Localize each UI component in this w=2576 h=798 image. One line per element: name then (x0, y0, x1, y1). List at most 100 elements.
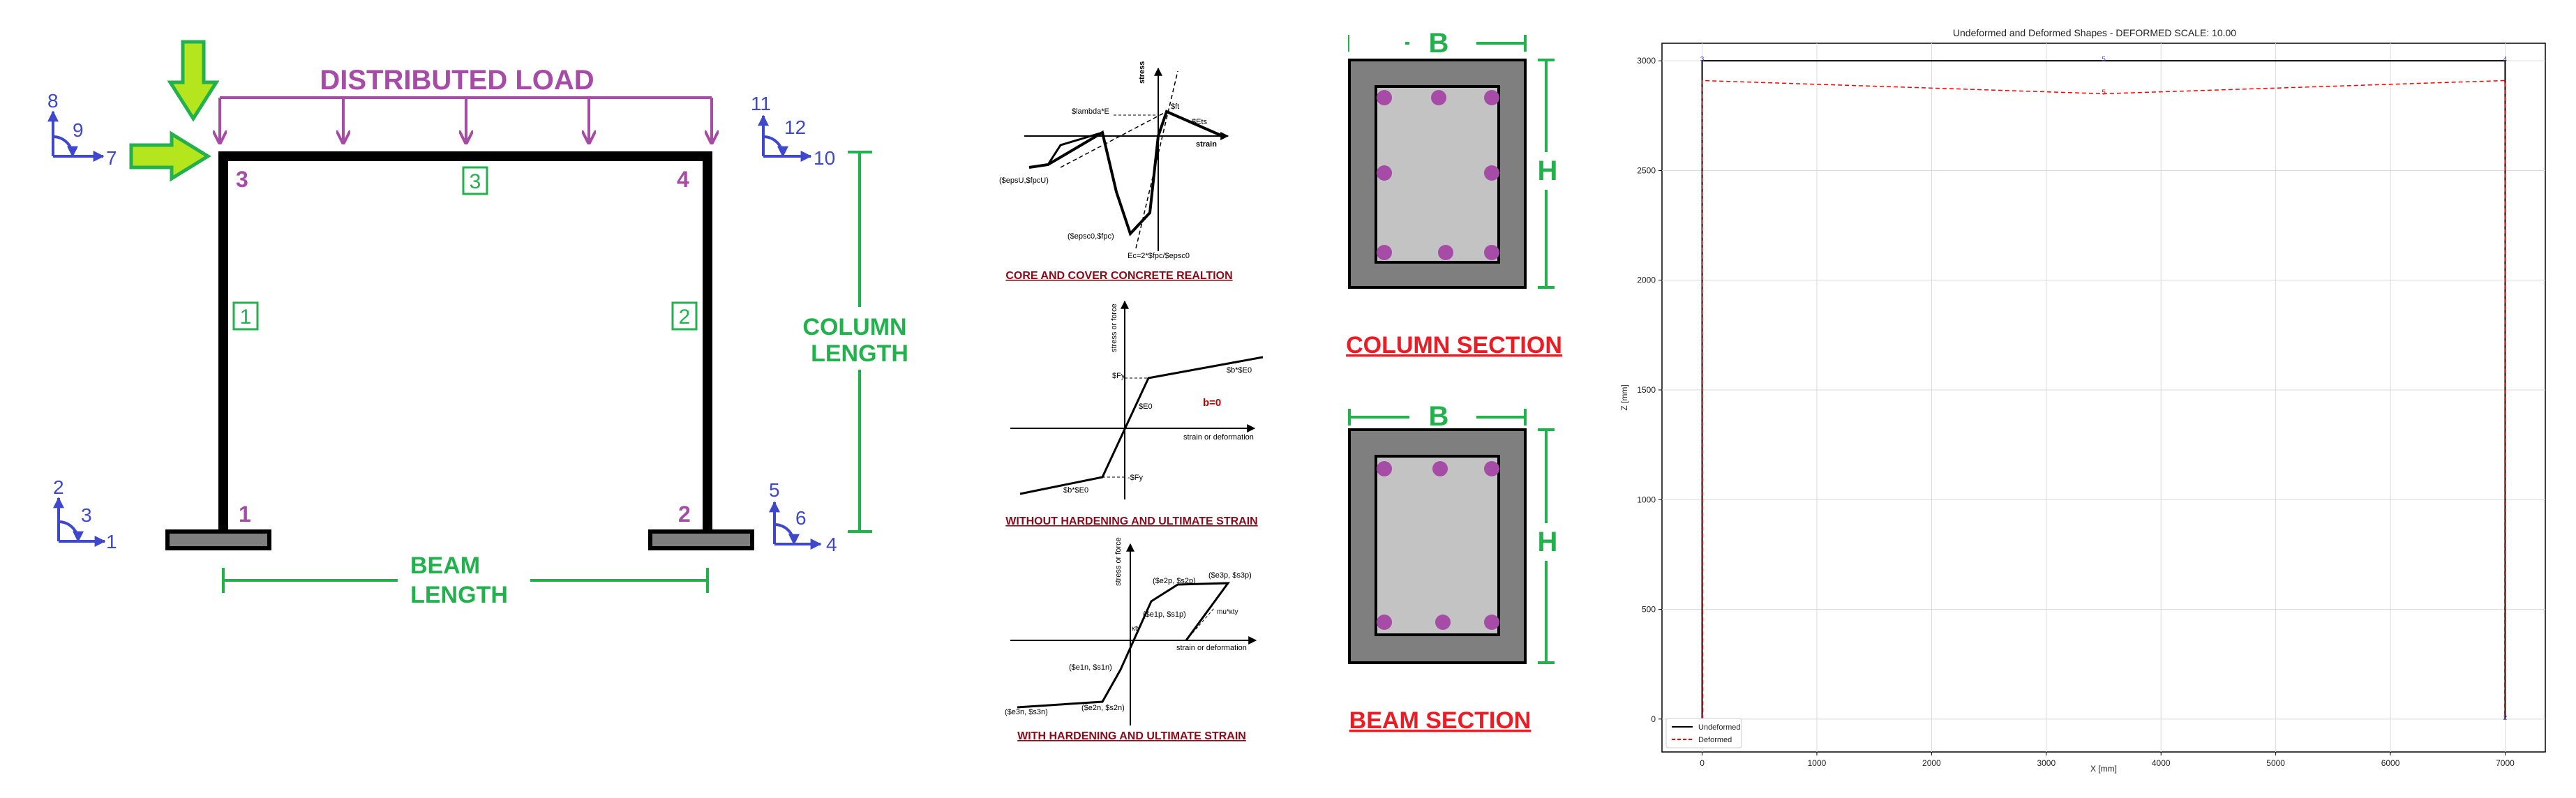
plot-ticks: 0 1000 2000 3000 4000 5000 6000 7000 0 500 1000 150… (1637, 56, 2515, 768)
x-tick-label: 1000 (1808, 758, 1827, 768)
dof-label-11: 11 (751, 93, 771, 114)
concrete-epsc0-label: ($epsc0,$fpc) (1068, 232, 1114, 241)
steel-nh-b-eq: b=0 (1203, 397, 1221, 409)
steel-nh-caption: WITHOUT HARDENING AND ULTIMATE STRAIN (1005, 515, 1257, 527)
steel-h-n3: ($e3n, $s3n) (1005, 708, 1048, 716)
concrete-curve-diagram: stress strain $lambda*E $ft $Ets ($epsU,… (999, 61, 1233, 282)
left-support (165, 529, 271, 550)
x-tick-label: 7000 (2496, 758, 2515, 768)
distributed-load-label: DISTRIBUTED LOAD (320, 65, 594, 96)
dof-label-9: 9 (73, 119, 84, 141)
beam-section-h: H (1538, 527, 1558, 557)
dof-node-1: 1 2 3 (53, 476, 117, 552)
y-tick-label: 500 (1642, 605, 1656, 615)
node-annotation: 5 (2102, 56, 2106, 63)
column-length-label: COLUMN (802, 314, 906, 340)
y-tick-label: 2500 (1637, 165, 1656, 175)
dof-label-4: 4 (826, 534, 837, 555)
dof-label-3: 3 (81, 504, 92, 526)
dof-label-8: 8 (47, 90, 59, 112)
concrete-caption: CORE AND COVER CONCRETE REALTION (1005, 270, 1232, 282)
steel-h-p1: ($e1p, $s1p) (1143, 610, 1186, 619)
dof-label-1: 1 (106, 531, 117, 552)
beam-length-label: BEAM (410, 552, 480, 579)
steel-h-p3: ($e3p, $s3p) (1208, 571, 1252, 580)
steel-nh-be0-bot: $b*$E0 (1063, 486, 1088, 495)
steel-nh-fy-neg: -$Fy (1128, 474, 1144, 482)
dof-label-12: 12 (784, 116, 806, 138)
y-tick-label: 1000 (1637, 495, 1656, 504)
node-annotation: 2 (2503, 714, 2508, 722)
beam-length-label-2: LENGTH (410, 582, 508, 608)
node-annotation: 3 (1700, 56, 1705, 63)
column-section-title: COLUMN SECTION (1346, 332, 1562, 359)
concrete-epsu-label: ($epsU,$fpcU) (999, 176, 1049, 185)
x-tick-label: 3000 (2037, 758, 2055, 768)
steel-h-n1: ($e1n, $s1n) (1069, 663, 1112, 672)
concrete-strain-label: strain (1196, 140, 1217, 149)
column-section-h: H (1538, 156, 1558, 186)
steel-h-ylabel: stress or force (1114, 537, 1123, 586)
node-label-2: 2 (678, 502, 691, 527)
dof-label-6: 6 (795, 507, 807, 529)
x-tick-label: 6000 (2381, 758, 2400, 768)
dof-node-3: 7 8 9 (47, 90, 117, 169)
y-tick-label: 1500 (1637, 385, 1656, 395)
concrete-ft-label: $ft (1171, 103, 1179, 111)
legend-deformed: Deformed (1698, 736, 1732, 744)
deformed-shape-plot: Undeformed and Deformed Shapes - DEFORME… (1619, 27, 2546, 774)
x-tick-label: 0 (1700, 758, 1705, 768)
frame-members (218, 151, 712, 532)
concrete-ec-label: Ec=2*$fpc/$epsc0 (1128, 252, 1190, 260)
element-label-1: 1 (240, 306, 252, 329)
steel-nh-xlabel: strain or deformation (1183, 433, 1254, 442)
element-label-3: 3 (470, 170, 481, 193)
plot-ylabel: Z [mm] (1619, 384, 1629, 410)
concrete-stress-label: stress (1138, 61, 1146, 84)
node-annotation: 1 (1700, 714, 1705, 722)
node-label-4: 4 (677, 167, 689, 192)
y-tick-label: 2000 (1637, 276, 1656, 285)
dof-label-2: 2 (53, 476, 64, 498)
dof-node-2: 4 5 6 (769, 479, 837, 555)
steel-nh-e0: $E0 (1139, 402, 1153, 411)
steel-nh-fy-pos: $Fy (1112, 372, 1125, 380)
steel-nh-be0-top: $b*$E0 (1227, 366, 1252, 375)
concrete-lambda-label: $lambda*E (1072, 107, 1109, 116)
x-tick-label: 4000 (2152, 758, 2171, 768)
beam-section-title: BEAM SECTION (1349, 707, 1532, 734)
steel-nh-curve-diagram: stress or force strain or deformation $F… (1005, 300, 1264, 527)
x-tick-label: 2000 (1922, 758, 1941, 768)
column-rebar (1377, 90, 1499, 260)
distributed-load (220, 96, 712, 143)
plot-title: Undeformed and Deformed Shapes - DEFORME… (1953, 27, 2236, 38)
concrete-ets-label: $Ets (1192, 118, 1208, 126)
column-section-b: B (1429, 28, 1449, 59)
legend-undeformed: Undeformed (1698, 723, 1741, 732)
dof-node-4: 10 11 12 (751, 93, 835, 169)
dof-label-5: 5 (769, 479, 780, 501)
y-tick-label: 3000 (1637, 56, 1656, 66)
plot-annotations: 1 2 3 4 5 5 (1700, 56, 2508, 722)
steel-h-mu: mu*κty (1217, 608, 1238, 616)
steel-h-p2: ($e2p, $s2p) (1153, 577, 1196, 585)
frame-diagram: DISTRIBUTED LOAD 3 4 1 2 1 2 3 COLUMN LE… (47, 40, 914, 612)
beam-section-b: B (1429, 401, 1449, 432)
dof-label-7: 7 (106, 147, 117, 169)
steel-h-ky: κty (1132, 625, 1141, 633)
series-deformed (1701, 80, 2506, 719)
node-annotation: 4 (2503, 56, 2508, 63)
vertical-load-arrow (167, 40, 220, 122)
node-annotation: 5 (2102, 89, 2106, 96)
y-tick-label: 0 (1651, 714, 1656, 724)
plot-xlabel: X [mm] (2090, 764, 2117, 774)
node-label-3: 3 (236, 167, 248, 192)
steel-h-curve-diagram: stress or force strain or deformation ($… (1005, 537, 1257, 742)
beam-rebar (1377, 461, 1499, 630)
column-length-label-2: LENGTH (811, 340, 908, 367)
plot-series (1701, 60, 2506, 719)
plot-legend: Undeformed Deformed (1665, 718, 1742, 748)
right-support (648, 529, 754, 550)
element-label-2: 2 (679, 306, 691, 329)
